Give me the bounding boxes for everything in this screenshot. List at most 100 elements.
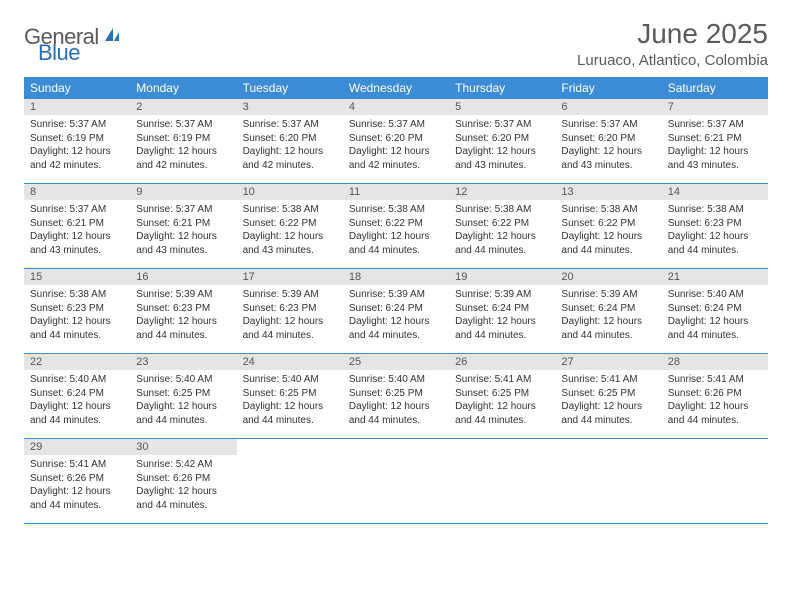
day-body: Sunrise: 5:39 AMSunset: 6:24 PMDaylight:…	[343, 285, 449, 348]
day-body: Sunrise: 5:37 AMSunset: 6:20 PMDaylight:…	[555, 115, 661, 178]
day-cell: 10Sunrise: 5:38 AMSunset: 6:22 PMDayligh…	[237, 184, 343, 268]
sunset-line: Sunset: 6:26 PM	[136, 472, 230, 486]
day-header-wed: Wednesday	[343, 77, 449, 99]
week-row: 8Sunrise: 5:37 AMSunset: 6:21 PMDaylight…	[24, 184, 768, 269]
day-number: 18	[343, 269, 449, 285]
daylight-line: Daylight: 12 hours and 44 minutes.	[30, 485, 124, 512]
day-cell: 25Sunrise: 5:40 AMSunset: 6:25 PMDayligh…	[343, 354, 449, 438]
daylight-line: Daylight: 12 hours and 44 minutes.	[349, 400, 443, 427]
sunrise-line: Sunrise: 5:40 AM	[30, 373, 124, 387]
day-number: 17	[237, 269, 343, 285]
day-body: Sunrise: 5:41 AMSunset: 6:25 PMDaylight:…	[555, 370, 661, 433]
week-row: 15Sunrise: 5:38 AMSunset: 6:23 PMDayligh…	[24, 269, 768, 354]
daylight-line: Daylight: 12 hours and 43 minutes.	[136, 230, 230, 257]
day-number: 14	[662, 184, 768, 200]
weeks-container: 1Sunrise: 5:37 AMSunset: 6:19 PMDaylight…	[24, 99, 768, 524]
sunset-line: Sunset: 6:20 PM	[243, 132, 337, 146]
day-number: 10	[237, 184, 343, 200]
day-cell: 7Sunrise: 5:37 AMSunset: 6:21 PMDaylight…	[662, 99, 768, 183]
daylight-line: Daylight: 12 hours and 44 minutes.	[136, 315, 230, 342]
sunrise-line: Sunrise: 5:39 AM	[136, 288, 230, 302]
day-body: Sunrise: 5:37 AMSunset: 6:21 PMDaylight:…	[662, 115, 768, 178]
logo-sail-icon	[103, 26, 121, 49]
sunset-line: Sunset: 6:20 PM	[349, 132, 443, 146]
sunset-line: Sunset: 6:25 PM	[561, 387, 655, 401]
day-body: Sunrise: 5:40 AMSunset: 6:24 PMDaylight:…	[24, 370, 130, 433]
day-body: Sunrise: 5:41 AMSunset: 6:26 PMDaylight:…	[24, 455, 130, 518]
day-body: Sunrise: 5:37 AMSunset: 6:20 PMDaylight:…	[343, 115, 449, 178]
sunrise-line: Sunrise: 5:42 AM	[136, 458, 230, 472]
daylight-line: Daylight: 12 hours and 42 minutes.	[30, 145, 124, 172]
day-cell: 5Sunrise: 5:37 AMSunset: 6:20 PMDaylight…	[449, 99, 555, 183]
day-number: 30	[130, 439, 236, 455]
sunrise-line: Sunrise: 5:41 AM	[30, 458, 124, 472]
daylight-line: Daylight: 12 hours and 42 minutes.	[349, 145, 443, 172]
day-cell: 12Sunrise: 5:38 AMSunset: 6:22 PMDayligh…	[449, 184, 555, 268]
day-cell: 21Sunrise: 5:40 AMSunset: 6:24 PMDayligh…	[662, 269, 768, 353]
day-number: 6	[555, 99, 661, 115]
day-cell: 30Sunrise: 5:42 AMSunset: 6:26 PMDayligh…	[130, 439, 236, 523]
day-cell: 20Sunrise: 5:39 AMSunset: 6:24 PMDayligh…	[555, 269, 661, 353]
logo-blue-wrap: Blue	[38, 40, 80, 66]
day-cell: 8Sunrise: 5:37 AMSunset: 6:21 PMDaylight…	[24, 184, 130, 268]
sunrise-line: Sunrise: 5:37 AM	[455, 118, 549, 132]
sunrise-line: Sunrise: 5:37 AM	[561, 118, 655, 132]
sunrise-line: Sunrise: 5:38 AM	[561, 203, 655, 217]
daylight-line: Daylight: 12 hours and 44 minutes.	[349, 315, 443, 342]
sunset-line: Sunset: 6:23 PM	[30, 302, 124, 316]
daylight-line: Daylight: 12 hours and 44 minutes.	[455, 400, 549, 427]
title-block: June 2025 Luruaco, Atlantico, Colombia	[577, 18, 768, 69]
day-number: 24	[237, 354, 343, 370]
daylight-line: Daylight: 12 hours and 44 minutes.	[668, 230, 762, 257]
day-body: Sunrise: 5:37 AMSunset: 6:19 PMDaylight:…	[130, 115, 236, 178]
daylight-line: Daylight: 12 hours and 43 minutes.	[243, 230, 337, 257]
day-body: Sunrise: 5:37 AMSunset: 6:20 PMDaylight:…	[449, 115, 555, 178]
day-body: Sunrise: 5:38 AMSunset: 6:22 PMDaylight:…	[449, 200, 555, 263]
daylight-line: Daylight: 12 hours and 42 minutes.	[243, 145, 337, 172]
sunrise-line: Sunrise: 5:39 AM	[243, 288, 337, 302]
daylight-line: Daylight: 12 hours and 43 minutes.	[668, 145, 762, 172]
day-header-sun: Sunday	[24, 77, 130, 99]
location: Luruaco, Atlantico, Colombia	[577, 52, 768, 69]
daylight-line: Daylight: 12 hours and 44 minutes.	[668, 400, 762, 427]
day-number: 28	[662, 354, 768, 370]
day-cell	[449, 439, 555, 523]
sunrise-line: Sunrise: 5:38 AM	[455, 203, 549, 217]
day-body: Sunrise: 5:40 AMSunset: 6:25 PMDaylight:…	[343, 370, 449, 433]
day-number: 22	[24, 354, 130, 370]
sunrise-line: Sunrise: 5:38 AM	[30, 288, 124, 302]
daylight-line: Daylight: 12 hours and 44 minutes.	[561, 315, 655, 342]
sunset-line: Sunset: 6:25 PM	[349, 387, 443, 401]
day-number: 3	[237, 99, 343, 115]
day-cell: 13Sunrise: 5:38 AMSunset: 6:22 PMDayligh…	[555, 184, 661, 268]
day-body: Sunrise: 5:41 AMSunset: 6:26 PMDaylight:…	[662, 370, 768, 433]
day-cell: 2Sunrise: 5:37 AMSunset: 6:19 PMDaylight…	[130, 99, 236, 183]
day-cell: 3Sunrise: 5:37 AMSunset: 6:20 PMDaylight…	[237, 99, 343, 183]
sunset-line: Sunset: 6:22 PM	[349, 217, 443, 231]
daylight-line: Daylight: 12 hours and 42 minutes.	[136, 145, 230, 172]
sunrise-line: Sunrise: 5:39 AM	[455, 288, 549, 302]
daylight-line: Daylight: 12 hours and 43 minutes.	[455, 145, 549, 172]
sunset-line: Sunset: 6:26 PM	[30, 472, 124, 486]
day-cell: 24Sunrise: 5:40 AMSunset: 6:25 PMDayligh…	[237, 354, 343, 438]
daylight-line: Daylight: 12 hours and 43 minutes.	[30, 230, 124, 257]
day-number: 9	[130, 184, 236, 200]
day-cell: 9Sunrise: 5:37 AMSunset: 6:21 PMDaylight…	[130, 184, 236, 268]
month-title: June 2025	[577, 18, 768, 50]
day-body: Sunrise: 5:39 AMSunset: 6:24 PMDaylight:…	[555, 285, 661, 348]
day-cell: 15Sunrise: 5:38 AMSunset: 6:23 PMDayligh…	[24, 269, 130, 353]
sunset-line: Sunset: 6:20 PM	[561, 132, 655, 146]
day-body: Sunrise: 5:37 AMSunset: 6:19 PMDaylight:…	[24, 115, 130, 178]
sunrise-line: Sunrise: 5:37 AM	[668, 118, 762, 132]
sunset-line: Sunset: 6:24 PM	[561, 302, 655, 316]
day-body: Sunrise: 5:42 AMSunset: 6:26 PMDaylight:…	[130, 455, 236, 518]
sunrise-line: Sunrise: 5:40 AM	[349, 373, 443, 387]
day-body: Sunrise: 5:40 AMSunset: 6:25 PMDaylight:…	[130, 370, 236, 433]
sunset-line: Sunset: 6:22 PM	[455, 217, 549, 231]
daylight-line: Daylight: 12 hours and 44 minutes.	[561, 230, 655, 257]
day-number: 29	[24, 439, 130, 455]
day-cell: 16Sunrise: 5:39 AMSunset: 6:23 PMDayligh…	[130, 269, 236, 353]
day-body: Sunrise: 5:40 AMSunset: 6:24 PMDaylight:…	[662, 285, 768, 348]
sunrise-line: Sunrise: 5:39 AM	[561, 288, 655, 302]
daylight-line: Daylight: 12 hours and 44 minutes.	[30, 400, 124, 427]
